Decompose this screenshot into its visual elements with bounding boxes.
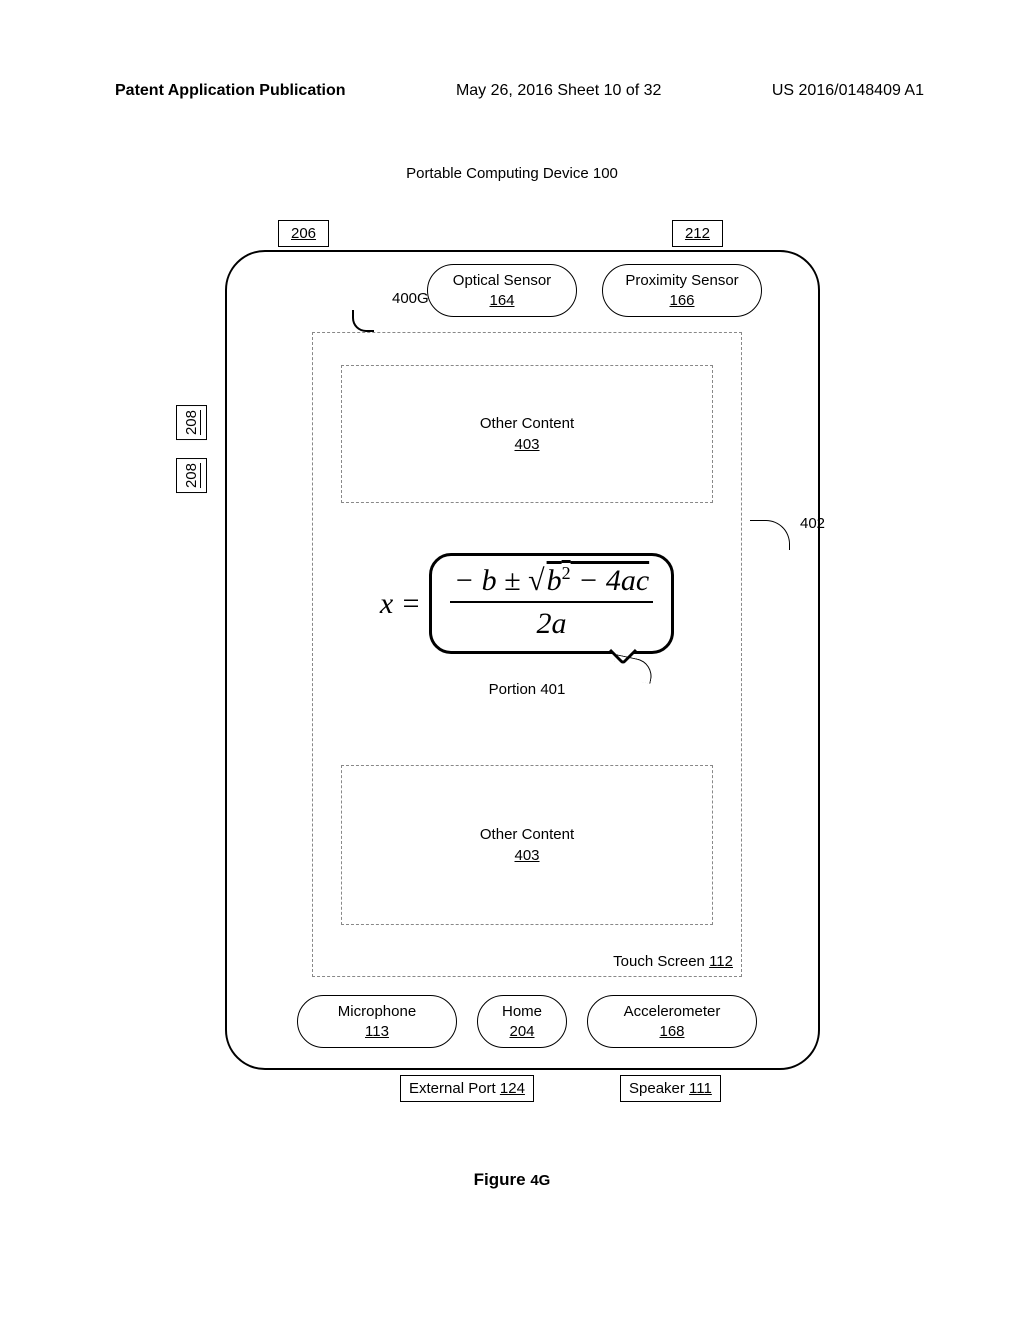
home-ref: 204 (509, 1023, 534, 1040)
device-outline: Optical Sensor 164 Proximity Sensor 166 … (225, 250, 820, 1070)
side-ref-208a: 208 (176, 405, 207, 440)
external-port-box: External Port 124 (400, 1075, 534, 1102)
ext-port-label: External Port (409, 1080, 496, 1097)
accel-pill: Accelerometer 168 (587, 995, 757, 1048)
formula-box[interactable]: − b ± √b2 − 4ac 2a (429, 553, 674, 654)
pub-label: Patent Application Publication (115, 82, 346, 100)
label-400g: 400G (392, 290, 429, 307)
formula-4ac: − 4ac (571, 564, 650, 597)
speaker-ref: 111 (689, 1080, 712, 1097)
proximity-sensor-pill: Proximity Sensor 166 (602, 264, 762, 317)
mic-ref: 113 (365, 1023, 389, 1040)
ref-206: 206 (278, 220, 329, 247)
optical-label: Optical Sensor (453, 272, 551, 289)
other-bottom-label: Other Content (342, 824, 712, 845)
ts-ref: 112 (709, 953, 733, 970)
side-ref-208b: 208 (176, 458, 207, 493)
formula-region: x = − b ± √b2 − 4ac 2a (313, 553, 741, 654)
other-top-ref: 403 (342, 434, 712, 455)
speaker-label: Speaker (629, 1080, 685, 1097)
optical-sensor-pill: Optical Sensor 164 (427, 264, 577, 317)
formula-b: b (547, 564, 562, 597)
sqrt-icon: √ (528, 564, 544, 597)
formula-neg-b: − b ± (454, 564, 521, 597)
speaker-box: Speaker 111 (620, 1075, 721, 1102)
touch-screen-area[interactable]: Other Content 403 x = − b ± √b2 − 4ac 2a (312, 332, 742, 977)
optical-ref: 164 (489, 292, 514, 309)
formula-sup2: 2 (562, 563, 571, 583)
portion-leader (611, 654, 655, 684)
proximity-ref: 166 (669, 292, 694, 309)
date-sheet: May 26, 2016 Sheet 10 of 32 (456, 82, 661, 100)
accel-ref: 168 (659, 1023, 684, 1040)
figure-caption: Figure 4G (0, 1170, 1024, 1190)
formula-den: 2a (450, 603, 653, 640)
hook-400g (352, 310, 374, 332)
other-content-top: Other Content 403 (341, 365, 713, 503)
page-header: Patent Application Publication May 26, 2… (115, 82, 924, 100)
formula-fraction: − b ± √b2 − 4ac 2a (450, 564, 653, 640)
fig-num: 4G (530, 1172, 550, 1189)
ts-word: Touch Screen (613, 953, 705, 970)
home-pill[interactable]: Home 204 (477, 995, 567, 1048)
other-bottom-ref: 403 (342, 845, 712, 866)
mic-label: Microphone (338, 1003, 416, 1020)
fig-word: Figure (474, 1170, 526, 1189)
home-label: Home (502, 1003, 542, 1020)
device-title: Portable Computing Device 100 (0, 165, 1024, 182)
formula-x-eq: x = (380, 587, 421, 621)
proximity-label: Proximity Sensor (625, 272, 738, 289)
ref-212: 212 (672, 220, 723, 247)
ext-port-ref: 124 (500, 1080, 525, 1097)
label-402: 402 (800, 515, 825, 532)
top-refs: 206 212 (278, 220, 723, 247)
microphone-pill: Microphone 113 (297, 995, 457, 1048)
touch-screen-label: Touch Screen 112 (613, 953, 733, 970)
accel-label: Accelerometer (624, 1003, 721, 1020)
other-top-label: Other Content (342, 413, 712, 434)
portion-label: Portion 401 (313, 681, 741, 698)
pub-number: US 2016/0148409 A1 (772, 82, 924, 100)
other-content-bottom: Other Content 403 (341, 765, 713, 925)
